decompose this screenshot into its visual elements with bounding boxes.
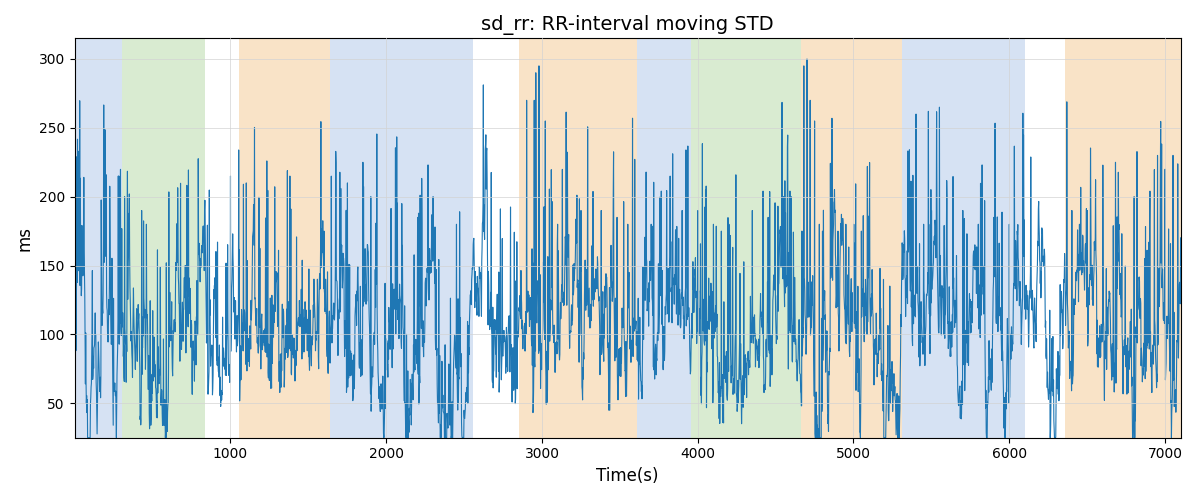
Bar [239, 38, 330, 438]
Bar [800, 38, 901, 438]
Bar [691, 38, 800, 438]
Bar [74, 38, 122, 438]
Bar [122, 38, 205, 438]
X-axis label: Time(s): Time(s) [596, 467, 659, 485]
Bar [901, 38, 1025, 438]
Title: sd_rr: RR-interval moving STD: sd_rr: RR-interval moving STD [481, 15, 774, 35]
Bar [637, 38, 691, 438]
Y-axis label: ms: ms [16, 226, 34, 250]
Bar [330, 38, 474, 438]
Bar [520, 38, 637, 438]
Bar [1066, 38, 1181, 438]
